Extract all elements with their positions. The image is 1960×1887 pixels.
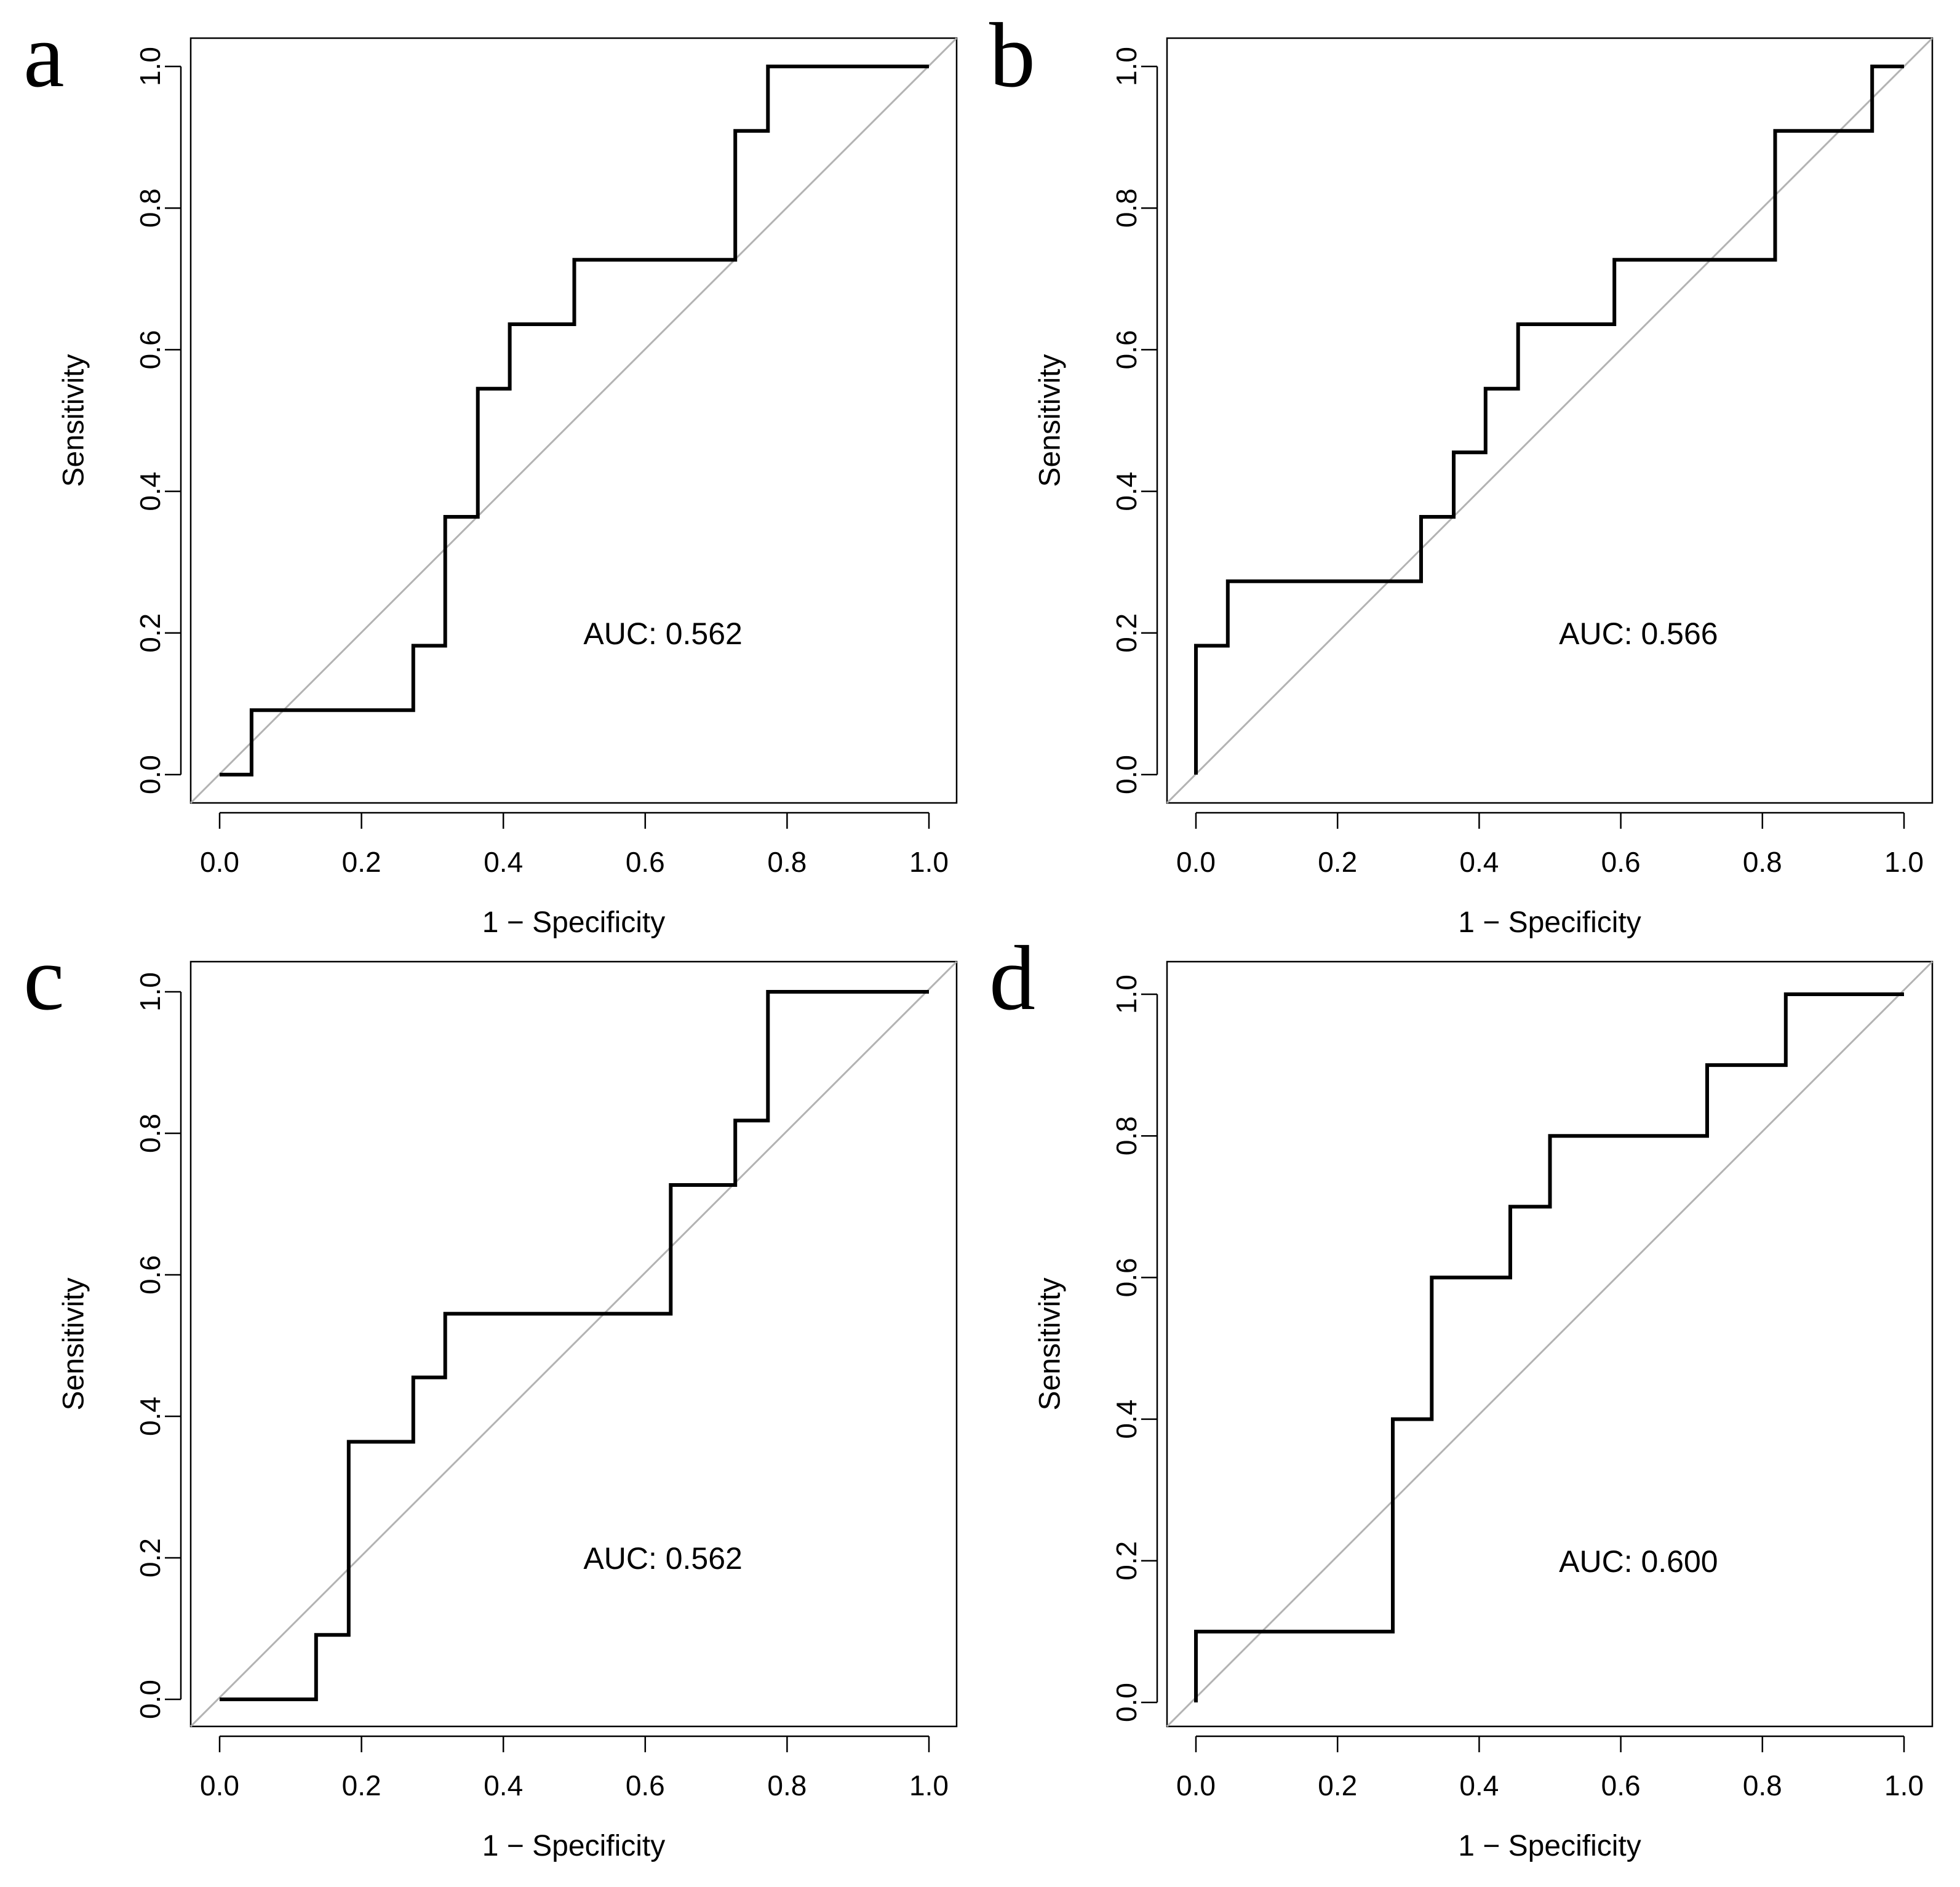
auc-annotation: AUC: 0.562 [583, 616, 742, 651]
y-tick-label: 0.0 [134, 1680, 166, 1719]
roc-panel-a: 0.0 0.2 0.4 0.6 0.8 1.0 0.0 0.2 0.4 0.6 0.8 1.0 1 − … [23, 4, 958, 939]
y-tick-label: 0.4 [1110, 1400, 1142, 1439]
y-tick-label: 0.2 [134, 1538, 166, 1578]
reference-diagonal [1166, 960, 1934, 1728]
y-tick-label: 0.8 [134, 188, 166, 228]
reference-diagonal [1166, 37, 1934, 804]
y-axis-title: Sensitivity [58, 354, 90, 487]
y-tick-label: 0.4 [1110, 472, 1142, 511]
x-tick-label: 0.8 [1743, 1769, 1782, 1801]
y-tick-label: 0.0 [1110, 1683, 1142, 1722]
auc-annotation: AUC: 0.566 [1559, 616, 1718, 651]
roc-panel-c: 0.0 0.2 0.4 0.6 0.8 1.0 0.0 0.2 0.4 0.6 0.8 1.0 1 − … [23, 927, 958, 1862]
y-tick-label: 1.0 [1110, 47, 1142, 86]
plot-frame [1166, 960, 1934, 1728]
x-tick-label: 0.2 [342, 846, 381, 878]
roc-curve [220, 990, 929, 1701]
x-tick-label: 0.2 [342, 1769, 381, 1801]
x-tick-label: 0.8 [767, 1769, 807, 1801]
x-tick-label: 0.6 [1601, 846, 1641, 878]
y-tick-label: 0.8 [1110, 1116, 1142, 1155]
roc-curve [220, 65, 929, 776]
x-tick-label: 1.0 [1884, 846, 1924, 878]
y-tick-label: 0.4 [134, 472, 166, 511]
x-tick-label: 1.0 [909, 846, 949, 878]
y-tick-label: 0.6 [1110, 330, 1142, 369]
roc-curve [1194, 65, 1904, 775]
y-tick-label: 0.0 [134, 755, 166, 794]
x-tick-label: 0.4 [1459, 1769, 1499, 1801]
x-tick-label: 0.0 [1176, 1769, 1216, 1801]
y-tick-label: 0.2 [1110, 613, 1142, 653]
y-tick-label: 1.0 [134, 972, 166, 1011]
plot-frame [189, 37, 958, 804]
panel-letter: c [23, 927, 65, 1029]
roc-curve [1194, 992, 1904, 1702]
y-tick-label: 0.0 [1110, 755, 1142, 794]
x-tick-label: 1.0 [1884, 1769, 1924, 1801]
y-axis-title: Sensitivity [1034, 354, 1067, 487]
x-tick-label: 0.6 [626, 1769, 665, 1801]
x-tick-label: 0.4 [1459, 846, 1499, 878]
y-tick-label: 1.0 [1110, 975, 1142, 1014]
y-axis-title: Sensitivity [1034, 1277, 1067, 1410]
plot-frame [1166, 37, 1934, 804]
plot-frame [189, 960, 958, 1728]
panel-letter: a [23, 4, 65, 106]
x-tick-label: 0.4 [484, 846, 523, 878]
x-tick-label: 0.8 [767, 846, 807, 878]
x-tick-label: 0.6 [1601, 1769, 1641, 1801]
x-tick-label: 0.8 [1743, 846, 1782, 878]
reference-diagonal [189, 960, 958, 1728]
x-tick-label: 0.0 [200, 1769, 239, 1801]
y-tick-label: 0.2 [134, 613, 166, 653]
x-tick-label: 0.2 [1318, 1769, 1357, 1801]
x-axis-title: 1 − Specificity [482, 1830, 665, 1862]
x-tick-label: 0.2 [1318, 846, 1357, 878]
panel-letter: b [989, 4, 1035, 106]
y-tick-label: 0.2 [1110, 1541, 1142, 1581]
x-axis-title: 1 − Specificity [1458, 1830, 1641, 1862]
x-tick-label: 1.0 [909, 1769, 949, 1801]
y-tick-label: 0.8 [1110, 188, 1142, 228]
y-tick-label: 0.6 [134, 1255, 166, 1295]
x-tick-label: 0.0 [1176, 846, 1216, 878]
reference-diagonal [189, 37, 958, 804]
x-axis-title: 1 − Specificity [482, 906, 665, 939]
auc-annotation: AUC: 0.562 [583, 1541, 742, 1576]
y-tick-label: 0.4 [134, 1397, 166, 1436]
x-axis-title: 1 − Specificity [1458, 906, 1641, 939]
roc-panel-d: 0.0 0.2 0.4 0.6 0.8 1.0 0.0 0.2 0.4 0.6 0.8 1.0 1 − … [989, 927, 1934, 1862]
panel-letter: d [989, 927, 1035, 1029]
x-tick-label: 0.6 [626, 846, 665, 878]
y-tick-label: 0.8 [134, 1114, 166, 1153]
roc-panel-b: 0.0 0.2 0.4 0.6 0.8 1.0 0.0 0.2 0.4 0.6 0.8 1.0 1 − … [989, 4, 1934, 939]
x-tick-label: 0.0 [200, 846, 239, 878]
y-tick-label: 0.6 [134, 330, 166, 369]
y-axis-title: Sensitivity [58, 1277, 90, 1410]
x-tick-label: 0.4 [484, 1769, 523, 1801]
auc-annotation: AUC: 0.600 [1559, 1544, 1718, 1579]
y-tick-label: 1.0 [134, 47, 166, 86]
y-tick-label: 0.6 [1110, 1258, 1142, 1297]
